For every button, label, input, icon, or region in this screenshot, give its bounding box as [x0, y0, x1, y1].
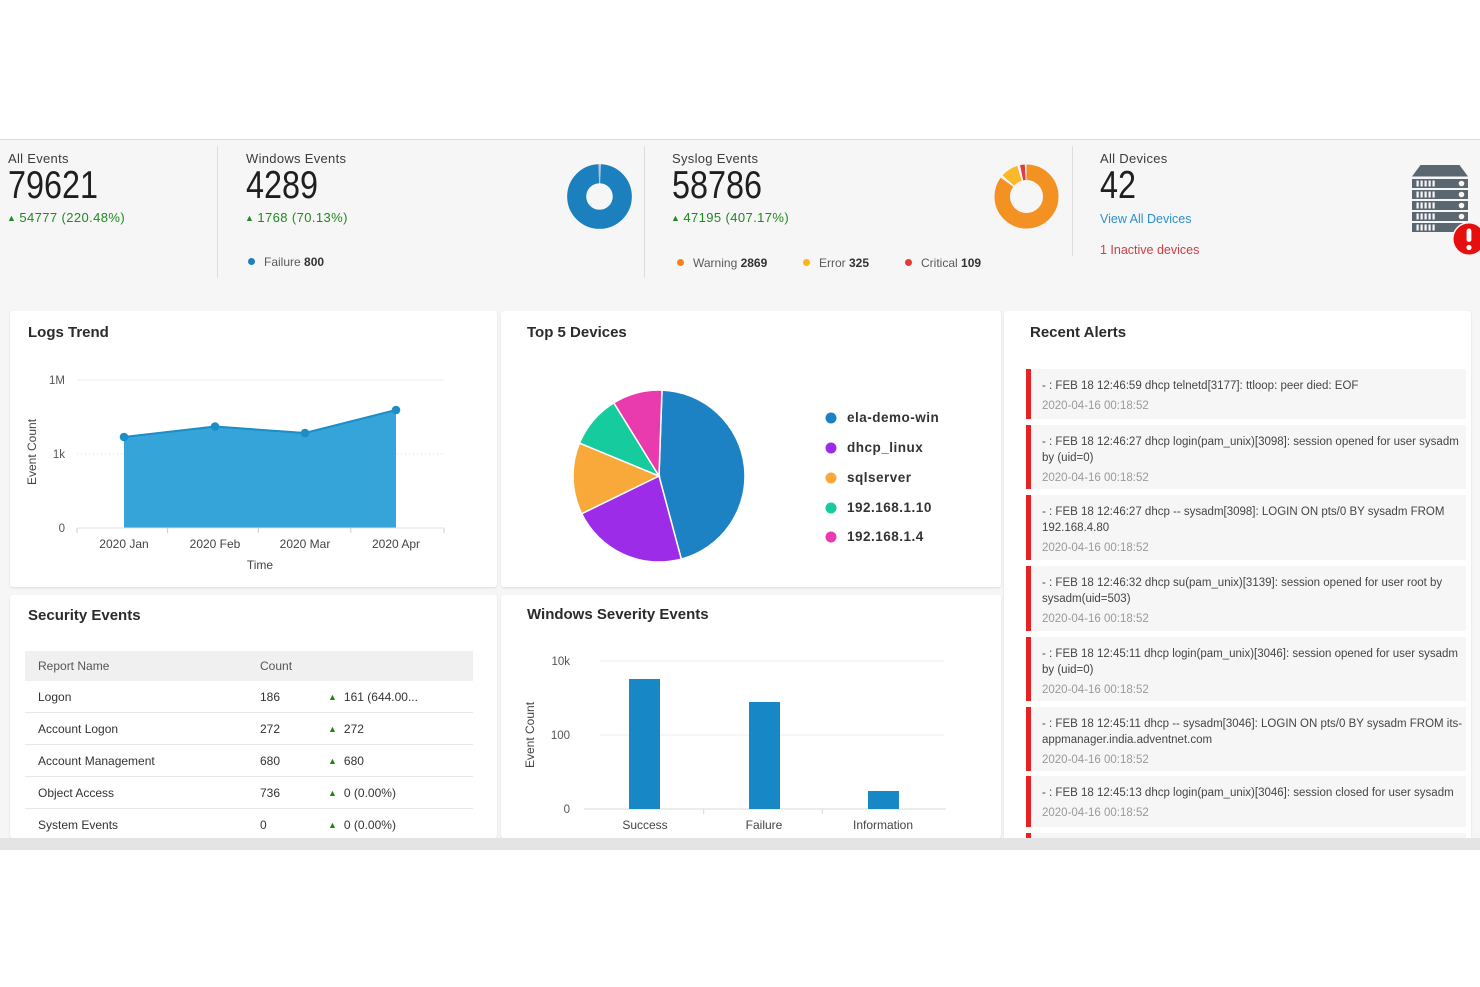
svg-text:Time: Time	[247, 558, 274, 572]
svg-text:192.168.1.4: 192.168.1.4	[847, 529, 924, 544]
svg-text:2020 Mar: 2020 Mar	[280, 537, 331, 551]
svg-text:dhcp_linux: dhcp_linux	[847, 440, 923, 455]
svg-text:sqlserver: sqlserver	[847, 470, 912, 485]
svg-text:ela-demo-win: ela-demo-win	[847, 410, 939, 425]
svg-text:10k: 10k	[551, 656, 570, 668]
svg-text:0: 0	[59, 523, 65, 535]
svg-text:192.168.1.10: 192.168.1.10	[847, 500, 932, 515]
svg-text:Failure: Failure	[746, 818, 783, 832]
svg-text:Success: Success	[622, 818, 667, 832]
svg-text:1k: 1k	[53, 449, 65, 461]
svg-text:100: 100	[551, 730, 570, 742]
svg-text:0: 0	[564, 804, 570, 816]
svg-text:Event Count: Event Count	[523, 701, 537, 768]
svg-text:2020 Apr: 2020 Apr	[372, 537, 420, 551]
svg-text:Event Count: Event Count	[25, 418, 39, 485]
svg-text:2020 Jan: 2020 Jan	[99, 537, 148, 551]
svg-text:1M: 1M	[49, 375, 65, 387]
svg-text:2020 Feb: 2020 Feb	[190, 537, 241, 551]
svg-text:Information: Information	[853, 818, 913, 832]
